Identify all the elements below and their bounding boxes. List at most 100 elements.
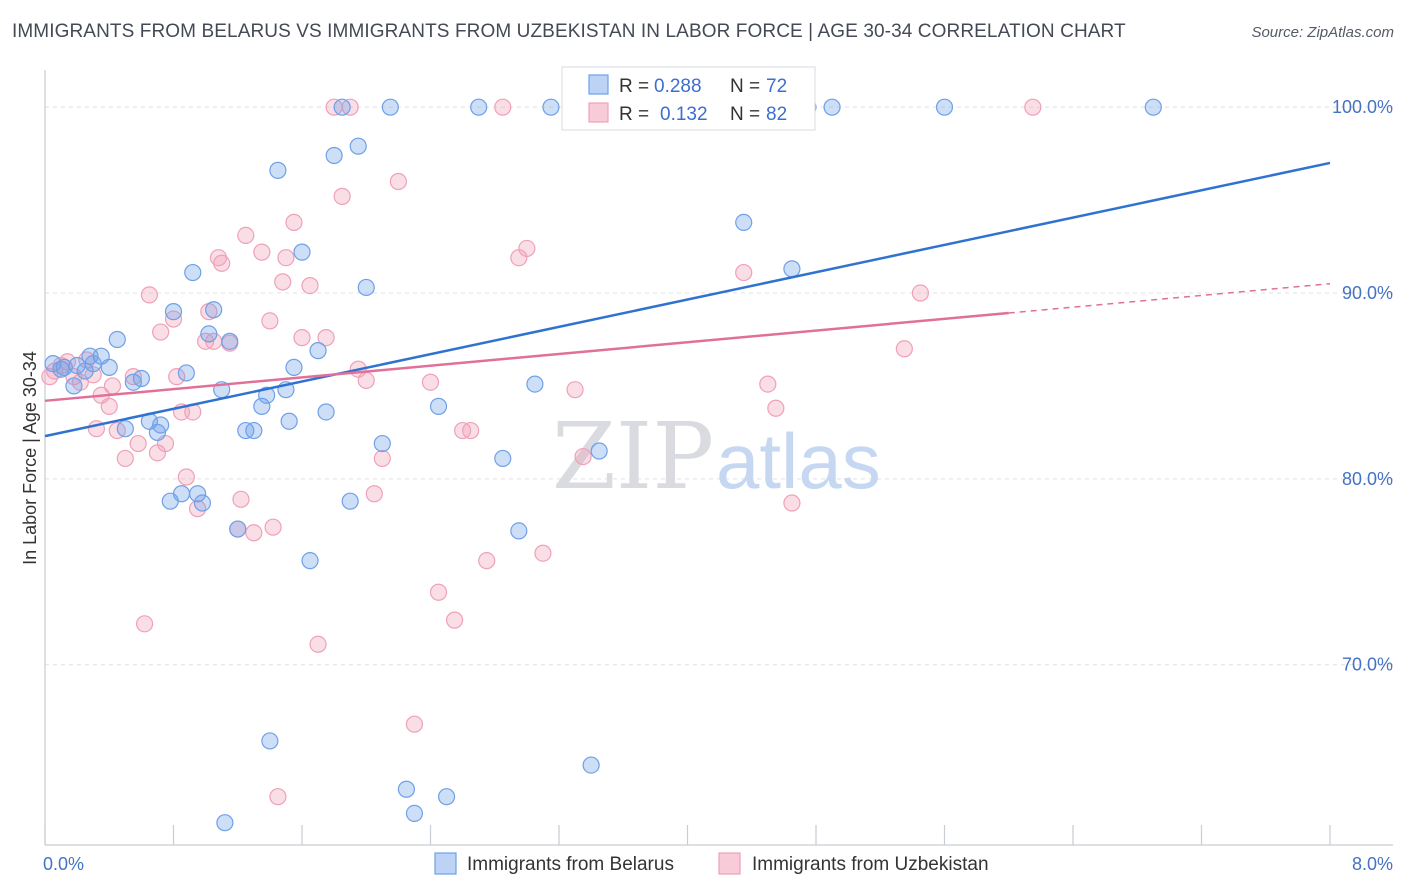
- belarus-point-19: [172, 485, 191, 503]
- belarus-point-28: [221, 332, 239, 350]
- belarus-point-23: [193, 494, 212, 512]
- uzbekistan-point-19: [152, 323, 170, 341]
- uzbekistan-point-75: [895, 340, 913, 358]
- legend-r-value-belarus: 0.288: [654, 76, 702, 97]
- belarus-point-51: [405, 804, 424, 823]
- belarus-point-25: [205, 301, 223, 319]
- legend-n-value-uzbekistan: 82: [766, 104, 787, 125]
- belarus-point-67: [783, 260, 801, 278]
- y-tick-label-0: 70.0%: [1342, 655, 1393, 675]
- uzbekistan-point-36: [245, 524, 263, 542]
- uzbekistan-point-24: [177, 468, 195, 486]
- belarus-point-45: [341, 492, 359, 510]
- bottom-legend: Immigrants from Belarus Immigrants from …: [434, 852, 989, 875]
- uzbekistan-point-42: [277, 249, 295, 267]
- watermark: ZIP atlas: [552, 403, 881, 510]
- belarus-point-49: [381, 98, 399, 116]
- uzbekistan-point-10: [100, 397, 118, 415]
- uzbekistan-point-61: [462, 421, 480, 440]
- uzbekistan-point-38: [261, 312, 279, 330]
- y-tick-labels: 70.0% 80.0% 90.0% 100.0%: [1332, 97, 1393, 675]
- belarus-point-71: [1144, 98, 1162, 116]
- uzbekistan-point-72: [759, 375, 777, 393]
- watermark-zip: ZIP: [552, 403, 714, 510]
- belarus-point-44: [333, 98, 351, 116]
- gridlines: [45, 106, 1393, 666]
- uzbekistan-point-39: [264, 518, 282, 536]
- bottom-legend-swatch-uzbekistan: [718, 852, 741, 875]
- x-tick-label-0: 0.0%: [43, 854, 84, 874]
- legend-n-value-belarus: 72: [766, 76, 787, 97]
- uzbekistan-point-26: [188, 500, 207, 518]
- trend-line-uzbekistan-extension: [1008, 282, 1331, 314]
- belarus-point-52: [429, 397, 448, 415]
- belarus-point-47: [357, 278, 375, 297]
- belarus-point-18: [164, 303, 183, 321]
- bottom-legend-label-belarus: Immigrants from Belarus: [467, 854, 674, 875]
- uzbekistan-point-52: [357, 371, 375, 389]
- x-tick-labels: 0.0% 8.0%: [43, 854, 1393, 874]
- uzbekistan-point-11: [103, 377, 122, 395]
- source-label: Source: ZipAtlas.com: [1251, 24, 1394, 41]
- belarus-point-32: [253, 397, 271, 415]
- belarus-point-12: [124, 373, 142, 391]
- belarus-point-53: [437, 788, 456, 806]
- uzbekistan-point-77: [1024, 98, 1042, 116]
- belarus-point-27: [216, 814, 234, 832]
- belarus-point-70: [935, 98, 954, 116]
- belarus-point-21: [184, 263, 202, 282]
- belarus-point-46: [349, 137, 367, 155]
- legend-swatch-belarus: [588, 74, 609, 95]
- uzbekistan-point-66: [534, 544, 552, 562]
- uzbekistan-point-22: [168, 368, 186, 386]
- uzbekistan-point-17: [140, 286, 159, 304]
- belarus-point-58: [542, 98, 560, 116]
- belarus-point-34: [261, 732, 279, 750]
- belarus-point-22: [188, 485, 207, 503]
- legend-swatch-uzbekistan: [588, 102, 609, 123]
- belarus-point-55: [494, 449, 512, 468]
- belarus-point-69: [823, 98, 841, 116]
- uzbekistan-point-45: [301, 276, 319, 295]
- belarus-point-37: [280, 412, 298, 430]
- belarus-point-39: [293, 243, 311, 261]
- belarus-point-2: [55, 358, 73, 376]
- trend-line-belarus: [44, 161, 1331, 438]
- axes: [44, 70, 1393, 846]
- uzbekistan-point-13: [116, 449, 134, 468]
- uzbekistan-point-74: [783, 494, 801, 512]
- belarus-point-31: [245, 421, 263, 440]
- uzbekistan-point-30: [209, 249, 228, 267]
- x-tick-label-1: 8.0%: [1352, 854, 1393, 874]
- belarus-point-35: [269, 161, 287, 179]
- legend-n-label-uzbekistan: N =: [730, 104, 760, 125]
- legend-r-label-uzbekistan: R =: [619, 104, 649, 125]
- y-axis-title: In Labor Force | Age 30-34: [20, 351, 40, 565]
- uzbekistan-point-46: [309, 635, 327, 653]
- uzbekistan-point-71: [735, 263, 753, 282]
- trend-line-uzbekistan: [44, 311, 1009, 403]
- bottom-legend-label-uzbekistan: Immigrants from Uzbekistan: [752, 854, 989, 875]
- uzbekistan-point-40: [269, 788, 287, 806]
- belarus-point-42: [317, 403, 335, 421]
- trend-lines: [44, 161, 1331, 438]
- uzbekistan-point-62: [478, 552, 496, 570]
- legend-n-label-belarus: N =: [730, 76, 760, 97]
- belarus-point-20: [177, 364, 195, 382]
- uzbekistan-point-55: [389, 172, 407, 191]
- belarus-point-57: [526, 375, 544, 393]
- belarus-point-29: [229, 520, 247, 538]
- belarus-point-41: [309, 342, 327, 360]
- belarus-point-33: [258, 386, 276, 404]
- uzbekistan-point-76: [911, 284, 930, 302]
- bottom-legend-swatch-belarus: [434, 852, 457, 875]
- belarus-point-40: [301, 552, 319, 570]
- belarus-point-3: [65, 377, 83, 395]
- belarus-point-13: [132, 369, 150, 388]
- belarus-point-38: [285, 358, 303, 376]
- uzbekistan-point-47: [317, 329, 335, 347]
- legend-r-value-uzbekistan: 0.132: [660, 104, 708, 125]
- uzbekistan-point-37: [253, 243, 271, 261]
- uzbekistan-point-49: [333, 187, 351, 205]
